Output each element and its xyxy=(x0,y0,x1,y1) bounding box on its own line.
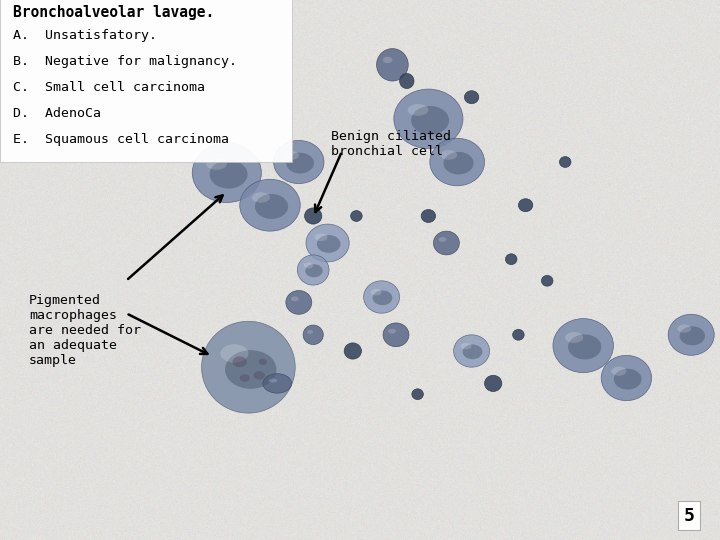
Ellipse shape xyxy=(400,73,414,89)
Ellipse shape xyxy=(253,371,265,380)
Ellipse shape xyxy=(220,345,248,363)
Ellipse shape xyxy=(678,325,691,333)
Ellipse shape xyxy=(269,379,277,382)
Ellipse shape xyxy=(444,152,474,174)
Ellipse shape xyxy=(304,262,313,268)
Ellipse shape xyxy=(225,350,276,389)
FancyBboxPatch shape xyxy=(0,0,292,162)
Ellipse shape xyxy=(430,138,485,186)
Ellipse shape xyxy=(192,143,261,202)
Ellipse shape xyxy=(286,153,314,173)
Ellipse shape xyxy=(210,160,248,188)
Ellipse shape xyxy=(408,104,428,116)
Ellipse shape xyxy=(240,179,300,231)
Ellipse shape xyxy=(518,199,533,212)
Ellipse shape xyxy=(307,330,313,334)
Ellipse shape xyxy=(233,356,247,367)
Ellipse shape xyxy=(202,321,295,413)
Ellipse shape xyxy=(461,343,472,349)
Ellipse shape xyxy=(438,237,446,242)
Ellipse shape xyxy=(315,233,328,241)
Ellipse shape xyxy=(291,296,299,301)
Ellipse shape xyxy=(394,89,463,148)
Ellipse shape xyxy=(286,291,312,314)
Ellipse shape xyxy=(553,319,613,373)
Ellipse shape xyxy=(305,208,322,224)
Ellipse shape xyxy=(601,355,652,401)
Ellipse shape xyxy=(388,329,396,334)
Ellipse shape xyxy=(206,158,227,170)
Text: Benign ciliated
bronchial cell: Benign ciliated bronchial cell xyxy=(331,130,451,158)
Ellipse shape xyxy=(412,389,423,400)
Ellipse shape xyxy=(252,192,270,202)
Ellipse shape xyxy=(668,314,714,355)
Ellipse shape xyxy=(462,345,482,359)
Ellipse shape xyxy=(485,375,502,391)
Ellipse shape xyxy=(565,332,583,343)
Ellipse shape xyxy=(351,211,362,221)
Ellipse shape xyxy=(411,106,449,134)
Ellipse shape xyxy=(613,369,642,389)
Ellipse shape xyxy=(303,325,323,345)
Text: E.  Squamous cell carcinoma: E. Squamous cell carcinoma xyxy=(13,133,229,146)
Ellipse shape xyxy=(559,157,571,167)
Text: Pigmented
macrophages
are needed for
an adequate
sample: Pigmented macrophages are needed for an … xyxy=(29,294,141,367)
Ellipse shape xyxy=(317,235,341,253)
Ellipse shape xyxy=(274,140,324,184)
Ellipse shape xyxy=(513,329,524,340)
Ellipse shape xyxy=(373,291,392,305)
Ellipse shape xyxy=(258,359,267,365)
Ellipse shape xyxy=(377,49,408,81)
Ellipse shape xyxy=(383,57,392,63)
Ellipse shape xyxy=(240,374,250,382)
Ellipse shape xyxy=(441,150,457,160)
Ellipse shape xyxy=(383,323,409,347)
Text: Bronchoalveolar lavage.: Bronchoalveolar lavage. xyxy=(13,5,215,21)
Ellipse shape xyxy=(306,224,349,262)
Ellipse shape xyxy=(297,255,329,285)
Ellipse shape xyxy=(433,231,459,255)
Ellipse shape xyxy=(284,151,299,160)
Ellipse shape xyxy=(421,210,436,222)
Ellipse shape xyxy=(568,334,601,360)
Text: 5: 5 xyxy=(684,507,695,525)
Ellipse shape xyxy=(371,289,382,295)
Ellipse shape xyxy=(541,275,553,286)
Ellipse shape xyxy=(464,91,479,104)
Ellipse shape xyxy=(505,254,517,265)
Ellipse shape xyxy=(680,326,705,346)
Text: B.  Negative for malignancy.: B. Negative for malignancy. xyxy=(13,55,237,68)
Ellipse shape xyxy=(611,367,626,376)
Ellipse shape xyxy=(255,194,288,219)
Ellipse shape xyxy=(263,374,292,393)
Ellipse shape xyxy=(454,335,490,367)
Ellipse shape xyxy=(344,343,361,359)
Text: C.  Small cell carcinoma: C. Small cell carcinoma xyxy=(13,81,205,94)
Ellipse shape xyxy=(305,264,323,278)
Text: D.  AdenoCa: D. AdenoCa xyxy=(13,107,101,120)
Ellipse shape xyxy=(364,281,400,313)
Text: A.  Unsatisfatory.: A. Unsatisfatory. xyxy=(13,29,157,42)
